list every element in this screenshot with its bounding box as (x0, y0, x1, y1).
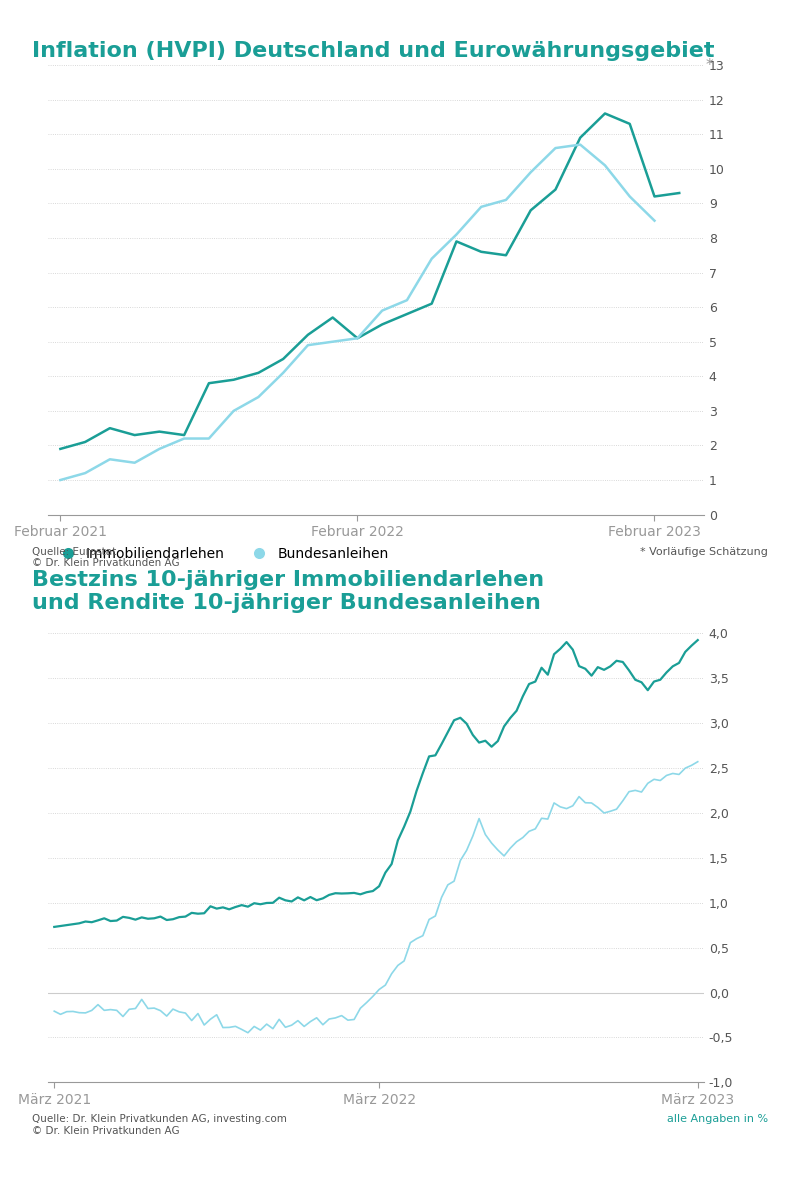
Text: Bestzins 10-jähriger Immobiliendarlehen
und Rendite 10-jähriger Bundesanleihen: Bestzins 10-jähriger Immobiliendarlehen … (32, 570, 544, 614)
Text: *: * (705, 58, 713, 72)
Text: Quelle: Eurostat
© Dr. Klein Privatkunden AG: Quelle: Eurostat © Dr. Klein Privatkunde… (32, 547, 180, 568)
Legend: Immobiliendarlehen, Bundesanleihen: Immobiliendarlehen, Bundesanleihen (48, 541, 394, 565)
Text: Inflation (HVPI) Deutschland und Eurowährungsgebiet: Inflation (HVPI) Deutschland und Eurowäh… (32, 41, 714, 62)
Text: Quelle: Dr. Klein Privatkunden AG, investing.com
© Dr. Klein Privatkunden AG: Quelle: Dr. Klein Privatkunden AG, inves… (32, 1114, 287, 1136)
Text: * Vorläufige Schätzung: * Vorläufige Schätzung (640, 547, 768, 556)
Text: alle Angaben in %: alle Angaben in % (667, 1114, 768, 1124)
